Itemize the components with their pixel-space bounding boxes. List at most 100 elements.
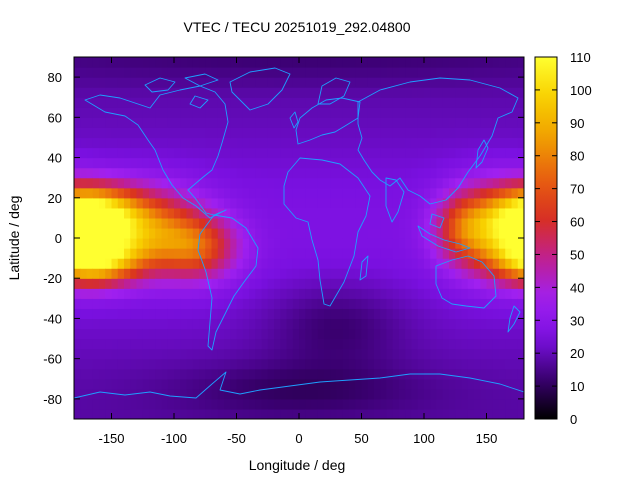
heatmap-cell — [92, 278, 100, 289]
heatmap-cell — [324, 338, 331, 350]
heatmap-cell — [417, 217, 425, 229]
heatmap-cell — [74, 358, 81, 370]
heatmap-cell — [305, 348, 313, 360]
heatmap-cell — [99, 77, 106, 88]
heatmap-cell — [342, 388, 350, 400]
heatmap-cell — [480, 97, 488, 108]
heatmap-cell — [180, 298, 188, 309]
heatmap-cell — [286, 368, 294, 380]
heatmap-cell — [255, 87, 263, 98]
heatmap-cell — [311, 107, 319, 118]
heatmap-cell — [199, 187, 206, 199]
heatmap-cell — [492, 77, 500, 88]
heatmap-cell — [361, 217, 369, 229]
heatmap-cell — [142, 318, 150, 330]
heatmap-cell — [349, 137, 356, 149]
heatmap-cell — [292, 187, 300, 199]
heatmap-cell — [174, 57, 181, 68]
heatmap-cell — [411, 388, 419, 400]
heatmap-cell — [255, 157, 263, 169]
heatmap-cell — [392, 137, 400, 149]
heatmap-cell — [424, 147, 431, 159]
heatmap-cell — [461, 67, 469, 78]
heatmap-cell — [405, 157, 413, 169]
heatmap-cell — [142, 207, 150, 219]
heatmap-cell — [349, 77, 356, 88]
heatmap-cell — [486, 187, 494, 199]
coastline-africa — [283, 157, 371, 307]
heatmap-cell — [186, 408, 194, 419]
heatmap-cell — [367, 278, 375, 289]
heatmap-cell — [392, 238, 400, 249]
heatmap-cell — [461, 227, 469, 239]
heatmap-cell — [267, 217, 275, 229]
heatmap-cell — [130, 318, 138, 330]
heatmap-cell — [486, 258, 494, 269]
heatmap-cell — [492, 358, 500, 370]
heatmap-cell — [330, 187, 338, 199]
heatmap-cell — [324, 378, 331, 390]
heatmap-cell — [186, 127, 194, 139]
heatmap-cell — [186, 147, 194, 159]
heatmap-cell — [430, 227, 438, 239]
heatmap-cell — [336, 358, 344, 370]
heatmap-cell — [317, 368, 325, 380]
heatmap-cell — [280, 338, 288, 350]
heatmap-cell — [130, 197, 138, 209]
heatmap-cell — [217, 107, 225, 118]
heatmap-cell — [386, 87, 394, 98]
heatmap-cell — [111, 67, 119, 78]
heatmap-cell — [405, 137, 413, 149]
heatmap-cell — [274, 107, 281, 118]
heatmap-cell — [417, 147, 425, 159]
heatmap-cell — [374, 157, 381, 169]
heatmap-cell — [417, 107, 425, 118]
heatmap-cell — [267, 117, 275, 128]
heatmap-cell — [330, 368, 338, 380]
heatmap-cell — [311, 137, 319, 149]
heatmap-cell — [136, 238, 144, 249]
heatmap-cell — [411, 338, 419, 350]
heatmap-cell — [299, 268, 306, 279]
heatmap-cell — [517, 388, 524, 400]
heatmap-cell — [274, 288, 281, 299]
heatmap-cell — [330, 298, 338, 309]
heatmap-cell — [480, 308, 488, 320]
heatmap-cell — [386, 258, 394, 269]
heatmap-cell — [324, 87, 331, 98]
heatmap-cell — [342, 167, 350, 179]
coastline-antarctica — [74, 371, 524, 399]
heatmap-cell — [474, 57, 481, 68]
heatmap-cell — [467, 227, 475, 239]
heatmap-cell — [242, 328, 250, 340]
heatmap-cell — [124, 338, 131, 350]
heatmap-cell — [336, 167, 344, 179]
heatmap-cell — [424, 408, 431, 419]
heatmap-cell — [355, 197, 363, 209]
heatmap-cell — [442, 348, 450, 360]
y-tick-label: 60 — [48, 110, 62, 125]
heatmap-cell — [355, 87, 363, 98]
heatmap-cell — [449, 258, 456, 269]
heatmap-cell — [380, 348, 388, 360]
heatmap-cell — [217, 57, 225, 68]
heatmap-cell — [292, 67, 300, 78]
heatmap-cell — [417, 378, 425, 390]
heatmap-cell — [111, 167, 119, 179]
heatmap-cell — [317, 328, 325, 340]
heatmap-cell — [392, 398, 400, 410]
heatmap-cell — [405, 278, 413, 289]
heatmap-cell — [436, 308, 444, 320]
heatmap-cell — [161, 177, 169, 189]
heatmap-cell — [492, 308, 500, 320]
heatmap-cell — [474, 107, 481, 118]
heatmap-cell — [499, 248, 506, 259]
heatmap-cell — [155, 328, 163, 340]
heatmap-cell — [467, 97, 475, 108]
heatmap-cell — [417, 338, 425, 350]
heatmap-cell — [430, 378, 438, 390]
heatmap-cell — [486, 318, 494, 330]
heatmap-cell — [449, 318, 456, 330]
heatmap-cell — [192, 388, 200, 400]
coastline-uk — [289, 111, 299, 129]
